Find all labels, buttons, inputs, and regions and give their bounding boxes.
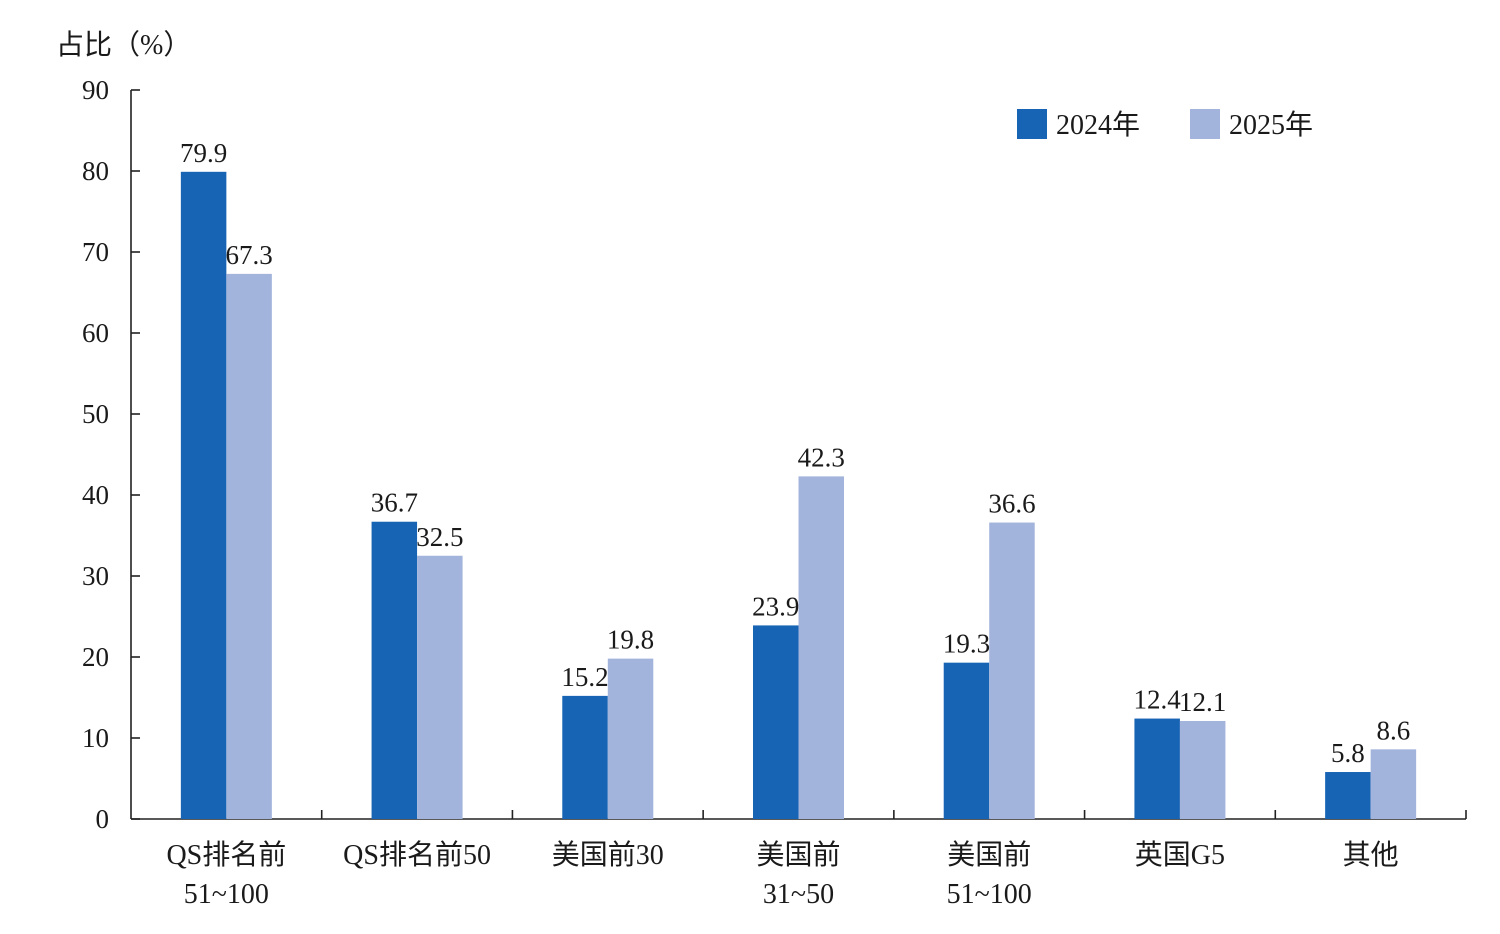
category-label: 美国前 [756,839,840,871]
category-label: QS排名前 [166,839,286,871]
y-tick-label: 90 [82,75,109,105]
legend-label: 2025年 [1229,109,1313,141]
data-label: 32.5 [416,522,463,552]
bar-2025年 [1179,720,1226,819]
y-tick-label: 70 [82,237,109,267]
legend-swatch [1190,109,1220,139]
data-label: 36.6 [988,489,1035,519]
y-tick-label: 20 [82,642,109,672]
data-label: 5.8 [1331,738,1365,768]
category-label: 英国G5 [1135,839,1225,871]
bar-2024年 [1325,772,1371,819]
y-tick-label: 60 [82,318,109,348]
bar-2025年 [989,522,1035,819]
data-label: 79.9 [180,138,227,168]
bars [180,171,1417,819]
bar-2025年 [1370,749,1417,819]
bar-2024年 [1134,718,1180,819]
y-axis-label: 占比（%） [56,29,191,61]
bar-2024年 [943,662,990,819]
data-label: 23.9 [752,591,799,621]
category-label: 31~50 [763,879,834,910]
axes: 0 10 20 30 40 50 60 70 80 90 [82,75,1467,834]
bar-2024年 [371,521,418,819]
legend: 2024年 2025年 [1017,109,1313,141]
category-label: 美国前 [947,839,1031,871]
y-tick-label: 0 [96,804,110,834]
category-label: 美国前30 [552,839,664,871]
category-label: 其他 [1343,839,1399,871]
data-label: 12.4 [1134,685,1182,715]
legend-swatch [1017,109,1047,139]
bar-2024年 [562,695,608,819]
category-label: QS排名前50 [343,839,491,871]
data-label: 12.1 [1179,687,1226,717]
y-tick-label: 10 [82,723,109,753]
category-label: 51~100 [184,879,269,910]
y-tick-label: 80 [82,156,109,186]
data-label: 36.7 [371,488,418,518]
data-label: 42.3 [798,442,845,472]
bar-2025年 [607,658,654,819]
data-label: 15.2 [561,662,608,692]
bar-2025年 [798,476,844,819]
bar-2024年 [180,171,227,819]
y-tick-label: 40 [82,480,109,510]
bar-2025年 [226,273,272,819]
y-tick-label: 50 [82,399,109,429]
category-label: 51~100 [947,879,1032,910]
bar-2025年 [417,555,463,819]
data-label: 19.3 [943,629,990,659]
data-label: 67.3 [225,240,272,270]
y-tick-label: 30 [82,561,109,591]
labels: QS排名前 51~100 QS排名前50 美国前30 美国前 31~50 美国前 51~100… [166,138,1410,910]
bar-2024年 [753,625,799,819]
data-label: 19.8 [607,625,654,655]
data-label: 8.6 [1377,715,1411,745]
legend-label: 2024年 [1056,109,1140,141]
